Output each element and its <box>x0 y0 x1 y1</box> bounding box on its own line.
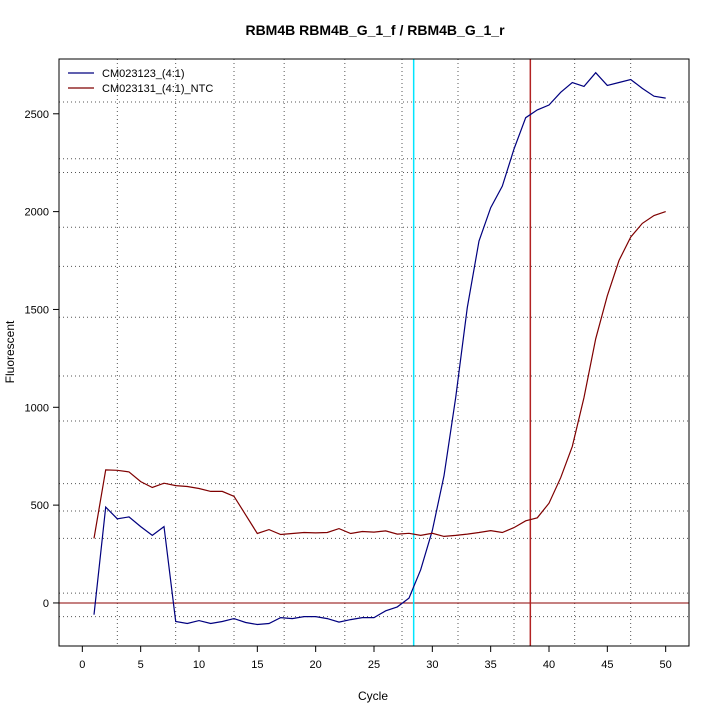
series-line-1 <box>93 71 666 626</box>
legend-label: CM023131_(4:1)_NTC <box>102 83 213 95</box>
x-tick-label: 10 <box>193 659 205 671</box>
y-tick-label: 1500 <box>25 304 49 316</box>
y-tick-label: 500 <box>31 500 49 512</box>
x-tick-label: 30 <box>426 659 438 671</box>
y-tick-label: 0 <box>43 598 49 610</box>
x-tick-label: 0 <box>79 659 85 671</box>
y-tick-label: 2000 <box>25 207 49 219</box>
y-axis-label: Fluorescent <box>3 320 17 383</box>
y-tick-label: 2500 <box>25 109 49 121</box>
x-tick-label: 40 <box>543 659 555 671</box>
x-tick-label: 50 <box>660 659 672 671</box>
y-tick-label: 1000 <box>25 402 49 414</box>
x-axis: 0 5 10 15 20 25 30 35 40 45 50 <box>79 646 672 671</box>
series-lines <box>93 71 666 626</box>
x-axis-label: Cycle <box>358 689 388 703</box>
x-tick-label: 20 <box>310 659 322 671</box>
chart-title: RBM4B RBM4B_G_1_f / RBM4B_G_1_r <box>245 22 505 38</box>
x-tick-label: 15 <box>251 659 263 671</box>
grid <box>59 59 689 646</box>
legend: CM023123_(4:1) CM023131_(4:1)_NTC <box>68 68 213 95</box>
series-line-2 <box>93 211 666 539</box>
x-tick-label: 5 <box>138 659 144 671</box>
threshold-markers <box>59 59 689 646</box>
x-tick-label: 25 <box>368 659 380 671</box>
x-tick-label: 35 <box>485 659 497 671</box>
x-tick-label: 45 <box>601 659 613 671</box>
y-axis: 0 500 1000 1500 2000 2500 <box>25 109 59 610</box>
legend-label: CM023123_(4:1) <box>102 68 185 80</box>
